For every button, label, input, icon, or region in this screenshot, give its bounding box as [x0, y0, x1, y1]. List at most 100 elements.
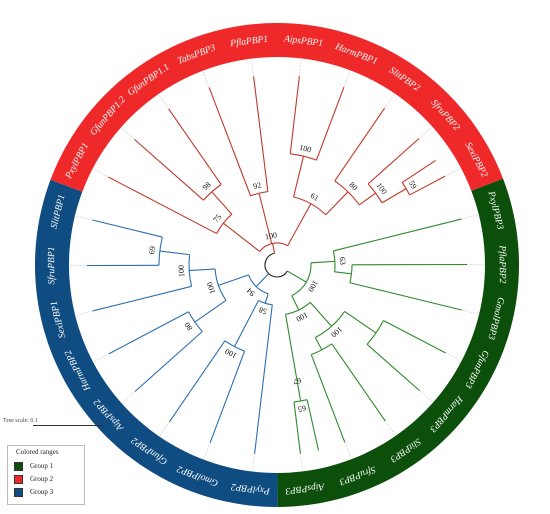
- branch-36: [169, 340, 226, 422]
- branch-32: [254, 304, 273, 454]
- leaf-guide: [418, 126, 433, 139]
- branch-68: [315, 86, 345, 161]
- branch-10: [291, 295, 300, 311]
- bootstrap-value: 94: [245, 286, 257, 298]
- tree-branches: [86, 76, 468, 454]
- legend-label-group-3: Group 3: [30, 488, 54, 496]
- leaf-label: PflaPBP1: [229, 34, 269, 50]
- branch-55: [211, 191, 233, 215]
- branch-39: [194, 299, 227, 323]
- branch-28: [255, 273, 270, 287]
- bootstrap-value: 100: [177, 265, 187, 278]
- branch-43: [189, 268, 216, 272]
- branch-3: [310, 260, 335, 264]
- branch-21: [310, 354, 346, 443]
- branch-54: [108, 176, 217, 235]
- bootstrap-value: 100: [205, 281, 217, 295]
- branch-78: [401, 159, 436, 183]
- leaf-guide: [461, 309, 480, 315]
- branch-41: [134, 331, 203, 392]
- bootstrap-value: 63: [338, 257, 348, 266]
- branch-1: [287, 270, 307, 283]
- branch-arc-0: [264, 252, 288, 278]
- branch-17: [366, 343, 420, 392]
- branch-35: [209, 350, 246, 444]
- branch-58: [168, 108, 222, 185]
- leaf-guide: [203, 442, 211, 460]
- branch-62: [253, 76, 269, 192]
- bootstrap-value: 67: [292, 376, 301, 386]
- legend-swatch-group-2: [14, 475, 23, 484]
- legend-title: Colored ranges: [16, 448, 59, 456]
- branch-33: [233, 300, 259, 347]
- bootstrap-value: 65: [297, 403, 306, 413]
- leaf-guide: [444, 167, 462, 177]
- leaf-guide: [252, 453, 255, 472]
- bootstrap-value: 100: [298, 143, 312, 155]
- leaf-guide: [92, 353, 110, 363]
- branch-24: [295, 373, 302, 402]
- bootstrap-value: 80: [347, 180, 359, 192]
- branch-5: [333, 218, 462, 252]
- leaf-label: PxylPBP2: [230, 481, 271, 496]
- legend-label-group-2: Group 2: [30, 475, 54, 483]
- branch-72: [359, 192, 376, 206]
- bootstrap-value: 75: [211, 213, 223, 225]
- branch-arc-66: [290, 153, 317, 161]
- branch-arc-64: [293, 196, 327, 216]
- leaf-label: SfruPBP1: [46, 247, 57, 285]
- branch-30: [264, 293, 269, 304]
- leaf-guide: [419, 390, 434, 403]
- bootstrap-value: 98: [201, 180, 213, 192]
- branch-arc-60: [250, 191, 268, 197]
- leaf-label: AipsPBP3: [284, 481, 325, 496]
- range-segment-g1: [277, 178, 519, 507]
- branch-67: [289, 76, 300, 154]
- bootstrap-value: 92: [252, 180, 262, 191]
- branch-16: [383, 319, 446, 354]
- tree-scale-bar: [33, 425, 103, 426]
- leaf-guide: [159, 421, 170, 437]
- branch-37: [218, 274, 249, 286]
- branch-46: [159, 250, 190, 256]
- branch-71: [334, 108, 385, 182]
- leaf-label: PflaPBP2: [497, 244, 508, 283]
- leaf-guide: [74, 215, 93, 221]
- branch-57: [134, 138, 204, 201]
- leaf-guide: [344, 442, 352, 460]
- bootstrap-value: 58: [258, 305, 268, 316]
- leaf-guide: [300, 453, 303, 472]
- bootstrap-value: 100: [295, 310, 310, 323]
- branch-59: [258, 193, 273, 244]
- branch-20: [331, 343, 386, 422]
- branch-75: [381, 188, 407, 204]
- legend-label-group-1: Group 1: [30, 462, 54, 470]
- branch-27: [306, 399, 320, 451]
- branch-22: [285, 314, 297, 374]
- branch-74: [367, 138, 420, 185]
- bootstrap-value: 59: [407, 179, 419, 190]
- leaf-guide: [299, 58, 302, 77]
- range-segment-g2: [50, 23, 504, 192]
- bootstrap-value: 100: [306, 279, 320, 294]
- tree-scale: Tree scale: 0.1: [3, 418, 113, 432]
- leaf-guide: [121, 391, 136, 404]
- branch-14: [344, 310, 377, 334]
- branch-18: [314, 337, 323, 351]
- branch-77: [409, 175, 446, 196]
- leaf-guide: [251, 58, 254, 77]
- legend-box: Colored ranges Group 1 Group 2 Group 3: [7, 445, 85, 505]
- branch-45: [92, 285, 192, 312]
- leaf-label: AipsPBP1: [283, 34, 324, 49]
- bootstrap-value: 100: [264, 230, 278, 241]
- branch-49: [92, 219, 163, 238]
- branch-61: [208, 87, 252, 197]
- branch-42: [108, 311, 189, 355]
- leaf-guide: [120, 127, 135, 140]
- branch-63: [287, 203, 312, 247]
- leaf-guide: [461, 214, 479, 220]
- branch-arc-44: [188, 254, 193, 287]
- bootstrap-value: 100: [224, 347, 239, 361]
- bootstrap-value: 61: [309, 191, 320, 203]
